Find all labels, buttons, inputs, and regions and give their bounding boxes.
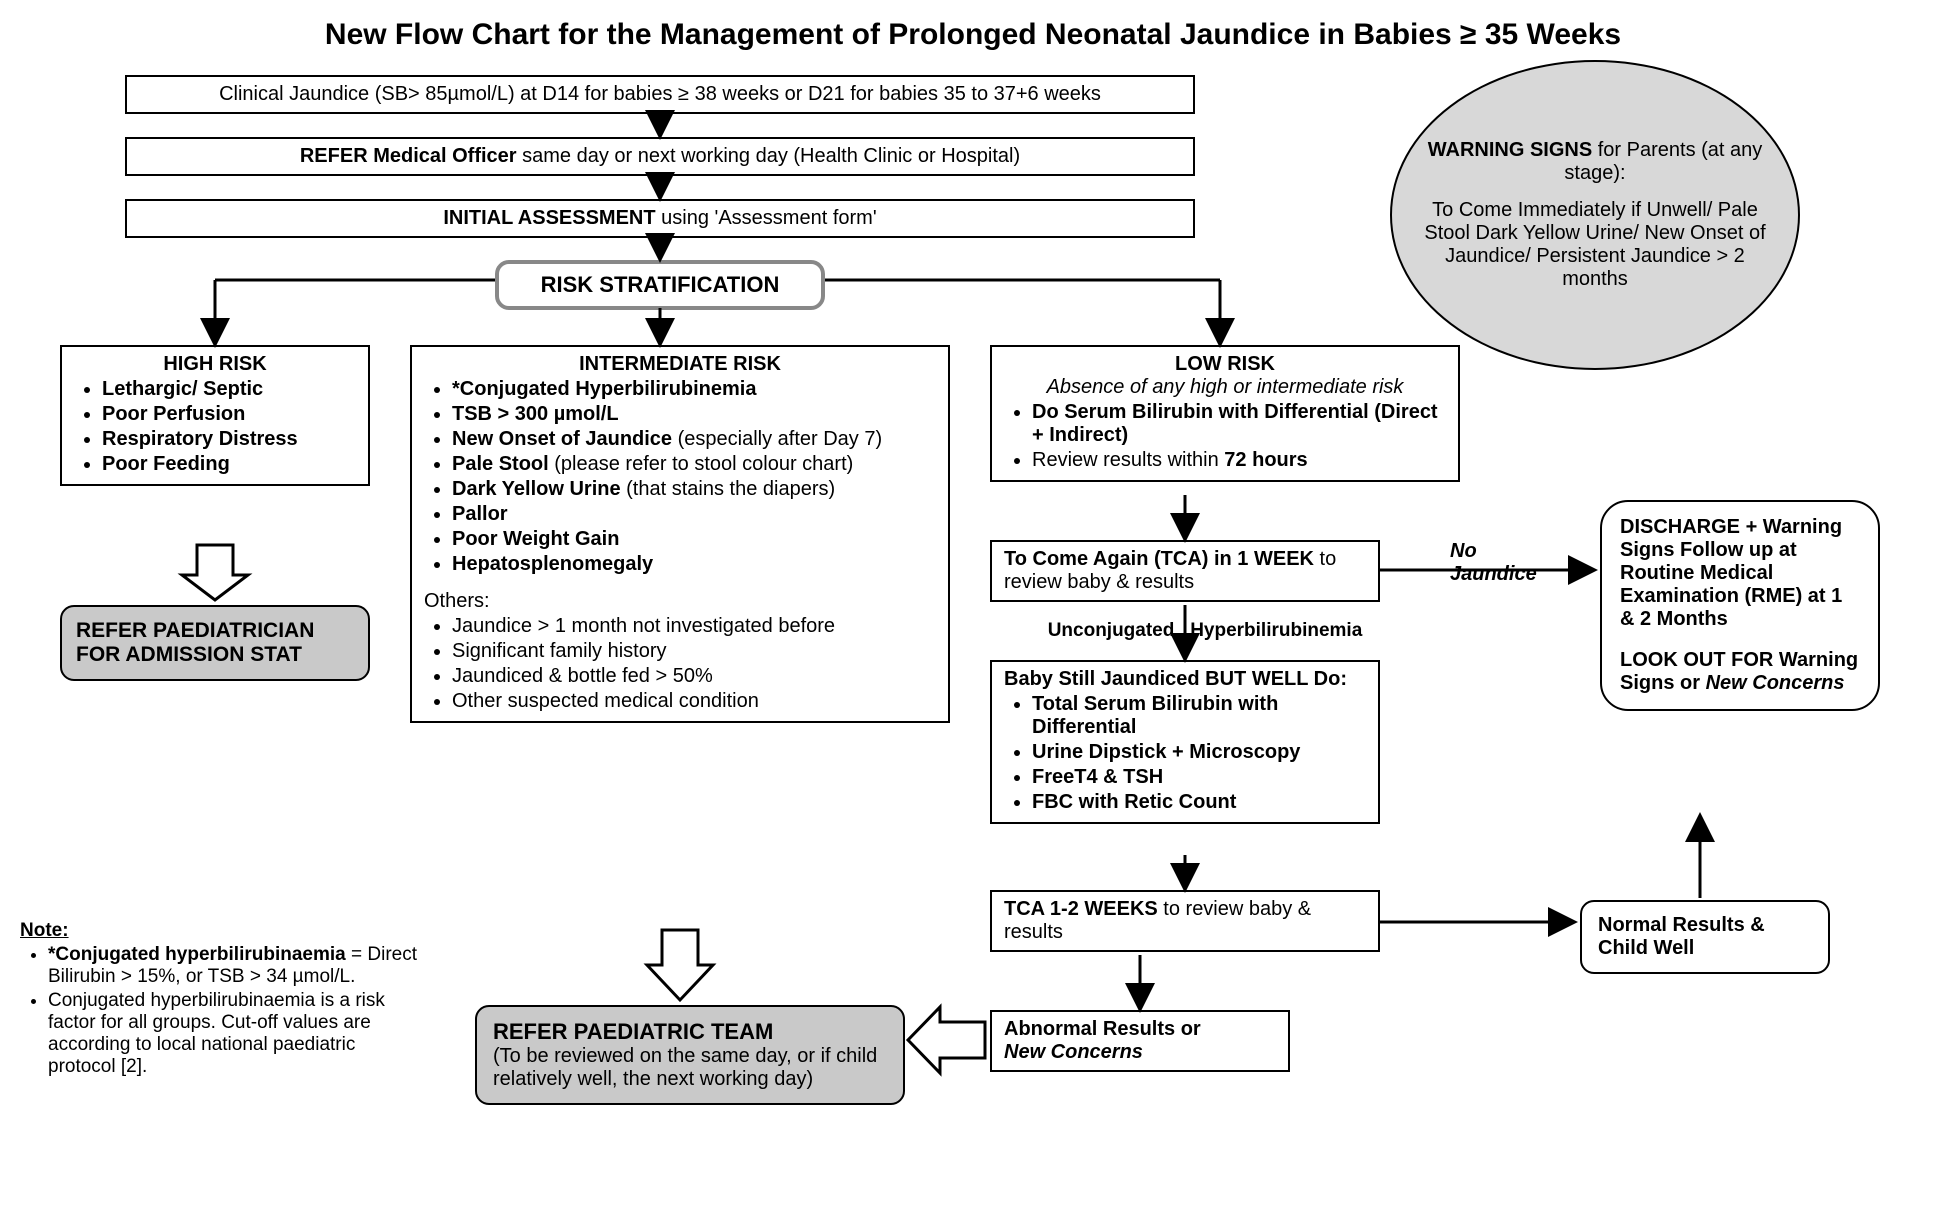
- intermediate-risk-box: INTERMEDIATE RISK *Conjugated Hyperbilir…: [410, 345, 950, 723]
- refer-mo-bar: REFER Medical Officer same day or next w…: [125, 137, 1195, 176]
- ir-item: New Onset of Jaundice (especially after …: [452, 428, 936, 451]
- note-1: *Conjugated hyperbilirubinaemia = Direct…: [48, 944, 420, 988]
- intermediate-risk-title: INTERMEDIATE RISK: [424, 353, 936, 376]
- unconjugated-label: Unconjugated Hyperbilirubinemia: [990, 620, 1420, 642]
- hr-item: Poor Perfusion: [102, 403, 356, 426]
- tca-1-2-weeks-box: TCA 1-2 WEEKS to review baby & results: [990, 890, 1380, 952]
- ir-item: Pale Stool (please refer to stool colour…: [452, 453, 936, 476]
- high-risk-box: HIGH RISK Lethargic/ Septic Poor Perfusi…: [60, 345, 370, 486]
- discharge-line1: DISCHARGE + Warning Signs Follow up at R…: [1620, 516, 1860, 631]
- ir-item: Dark Yellow Urine (that stains the diape…: [452, 478, 936, 501]
- ir-item: Hepatosplenomegaly: [452, 553, 936, 576]
- tca-1-week-box: To Come Again (TCA) in 1 WEEK to review …: [990, 540, 1380, 602]
- still-jaundiced-header: Baby Still Jaundiced BUT WELL Do:: [1004, 668, 1366, 691]
- hr-item: Respiratory Distress: [102, 428, 356, 451]
- ir-other: Jaundiced & bottle fed > 50%: [452, 665, 936, 688]
- refer-mo-text: same day or next working day (Health Cli…: [517, 145, 1021, 167]
- sj-item: Urine Dipstick + Microscopy: [1032, 741, 1366, 764]
- ir-other: Jaundice > 1 month not investigated befo…: [452, 615, 936, 638]
- note-block: Note: *Conjugated hyperbilirubinaemia = …: [20, 920, 420, 1080]
- page-title: New Flow Chart for the Management of Pro…: [0, 18, 1946, 52]
- note-2: Conjugated hyperbilirubinaemia is a risk…: [48, 990, 420, 1078]
- ir-item: *Conjugated Hyperbilirubinemia: [452, 378, 936, 401]
- high-risk-title: HIGH RISK: [74, 353, 356, 376]
- ir-other: Other suspected medical condition: [452, 690, 936, 713]
- sj-item: FBC with Retic Count: [1032, 791, 1366, 814]
- discharge-box: DISCHARGE + Warning Signs Follow up at R…: [1600, 500, 1880, 711]
- lr-item: Review results within 72 hours: [1032, 449, 1446, 472]
- initial-assessment-bold: INITIAL ASSESSMENT: [443, 207, 655, 229]
- low-risk-box: LOW RISK Absence of any high or intermed…: [990, 345, 1460, 482]
- initial-assessment-text: using 'Assessment form': [656, 207, 877, 229]
- ir-item: TSB > 300 µmol/L: [452, 403, 936, 426]
- lr-item: Do Serum Bilirubin with Differential (Di…: [1032, 401, 1446, 447]
- clinical-jaundice-bar: Clinical Jaundice (SB> 85µmol/L) at D14 …: [125, 75, 1195, 114]
- abnormal-pre: Abnormal Results or: [1004, 1018, 1201, 1040]
- sj-item: Total Serum Bilirubin with Differential: [1032, 693, 1366, 739]
- abnormal-em: New Concerns: [1004, 1041, 1143, 1063]
- ir-item: Pallor: [452, 503, 936, 526]
- risk-stratification-box: RISK STRATIFICATION: [495, 260, 825, 310]
- warning-sub: for Parents (at any stage):: [1564, 139, 1762, 184]
- no-jaundice-label: NoJaundice: [1450, 540, 1570, 586]
- baby-still-jaundiced-box: Baby Still Jaundiced BUT WELL Do: Total …: [990, 660, 1380, 824]
- ir-item: Poor Weight Gain: [452, 528, 936, 551]
- initial-assessment-bar: INITIAL ASSESSMENT using 'Assessment for…: [125, 199, 1195, 238]
- refer-paediatrician-stat-box: REFER PAEDIATRICIAN FOR ADMISSION STAT: [60, 605, 370, 681]
- refer-team-body: (To be reviewed on the same day, or if c…: [493, 1045, 887, 1091]
- low-risk-title: LOW RISK: [1004, 353, 1446, 376]
- discharge-line2-em: New Concerns: [1706, 672, 1845, 694]
- warning-body: To Come Immediately if Unwell/ Pale Stoo…: [1422, 199, 1768, 291]
- tca1-bold: To Come Again (TCA) in 1 WEEK: [1004, 548, 1314, 570]
- note-label: Note:: [20, 920, 69, 941]
- ir-other: Significant family history: [452, 640, 936, 663]
- warning-signs-ellipse: WARNING SIGNS for Parents (at any stage)…: [1390, 60, 1800, 370]
- normal-results-box: Normal Results & Child Well: [1580, 900, 1830, 974]
- refer-paediatric-team-box: REFER PAEDIATRIC TEAM (To be reviewed on…: [475, 1005, 905, 1105]
- tca2-bold: TCA 1-2 WEEKS: [1004, 898, 1158, 920]
- hr-item: Lethargic/ Septic: [102, 378, 356, 401]
- low-risk-subtitle: Absence of any high or intermediate risk: [1004, 376, 1446, 399]
- warning-title: WARNING SIGNS: [1428, 139, 1592, 161]
- hr-item: Poor Feeding: [102, 453, 356, 476]
- sj-item: FreeT4 & TSH: [1032, 766, 1366, 789]
- refer-mo-bold: REFER Medical Officer: [300, 145, 517, 167]
- abnormal-results-box: Abnormal Results or New Concerns: [990, 1010, 1290, 1072]
- ir-others-label: Others:: [424, 590, 936, 613]
- refer-team-title: REFER PAEDIATRIC TEAM: [493, 1019, 887, 1045]
